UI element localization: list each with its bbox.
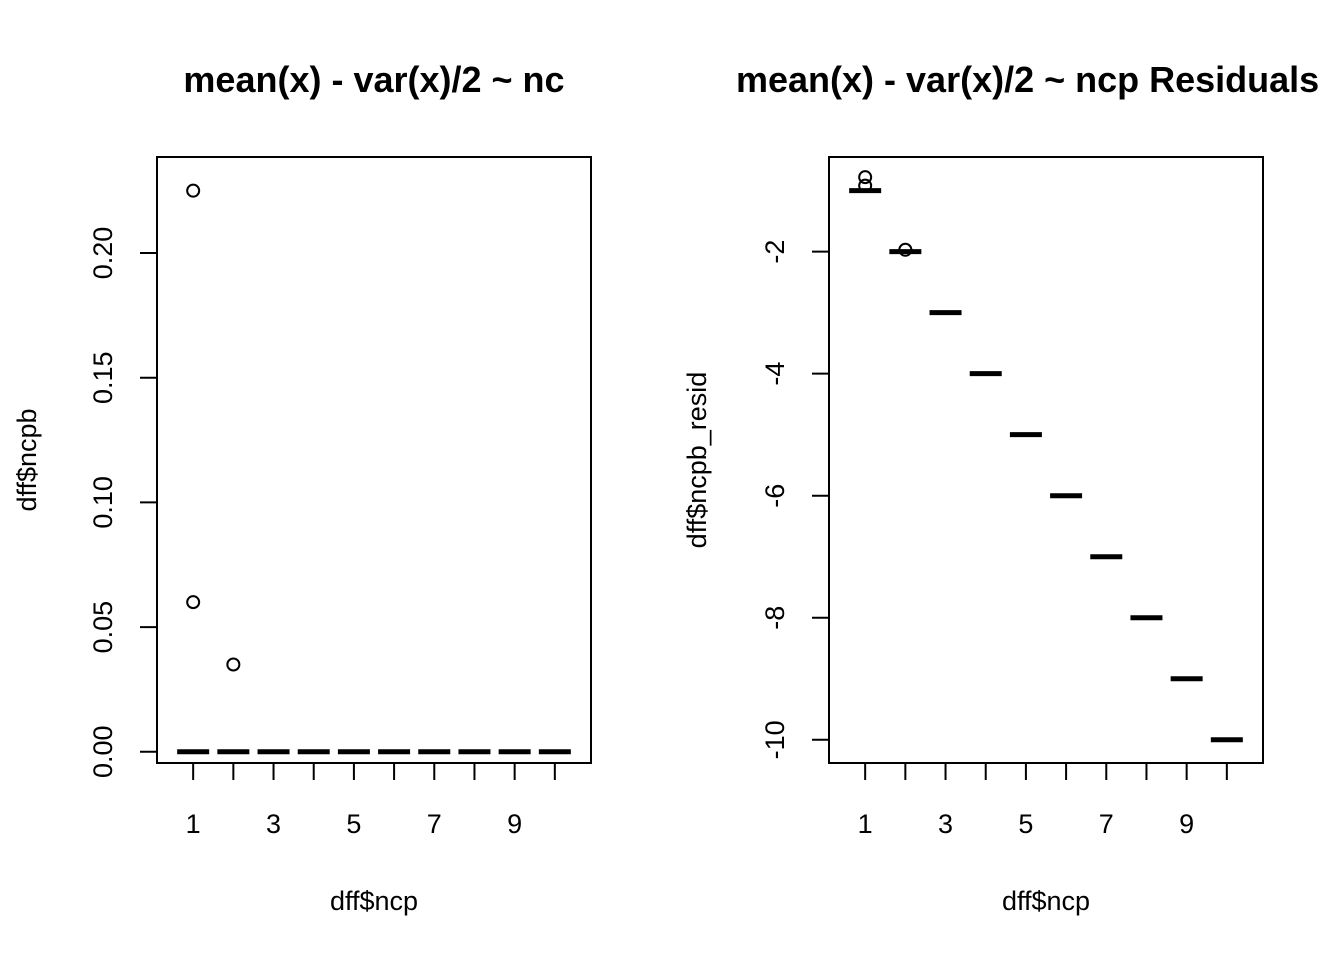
left-x-axis-label: dff$ncp: [330, 886, 418, 916]
left-x-tick-label: 1: [186, 809, 201, 839]
left-boxplot-panel: mean(x) - var(x)/2 ~ nc dff$ncp dff$ncpb…: [12, 59, 592, 916]
right-outlier-point: [858, 178, 873, 193]
left-y-tick-label: 0.20: [88, 227, 118, 280]
right-chart-title: mean(x) - var(x)/2 ~ ncp Residuals: [736, 59, 1319, 100]
right-y-tick-label: -2: [760, 240, 790, 264]
right-x-tick-label: 7: [1099, 809, 1114, 839]
right-x-axis-label: dff$ncp: [1002, 886, 1090, 916]
left-plot-frame: [156, 156, 592, 764]
right-x-tick-label: 1: [858, 809, 873, 839]
left-outlier-point: [186, 183, 201, 198]
left-x-tick-label: 9: [507, 809, 522, 839]
left-outlier-point: [226, 657, 241, 672]
left-x-tick-label: 5: [346, 809, 361, 839]
left-x-tick-label: 7: [427, 809, 442, 839]
right-y-tick-label: -8: [760, 606, 790, 630]
right-y-tick-label: -6: [760, 484, 790, 508]
left-chart-marks: 1 3 5 7 9 0.00 0.05 0.10 0.15 0.20: [88, 183, 571, 839]
right-chart-marks: 1 3 5 7 9 -10 -8 -6 -4 -2: [760, 170, 1243, 839]
left-chart-title: mean(x) - var(x)/2 ~ nc: [183, 59, 564, 100]
right-plot-frame: [828, 156, 1264, 764]
left-y-axis-label: dff$ncpb: [12, 408, 42, 511]
right-boxplot-panel: mean(x) - var(x)/2 ~ ncp Residuals dff$n…: [682, 59, 1319, 916]
right-y-axis-label: dff$ncpb_resid: [682, 372, 712, 549]
right-x-tick-label: 3: [938, 809, 953, 839]
left-y-tick-label: 0.15: [88, 351, 118, 404]
right-x-tick-label: 9: [1179, 809, 1194, 839]
left-y-tick-label: 0.10: [88, 476, 118, 529]
left-y-tick-label: 0.00: [88, 725, 118, 778]
left-x-tick-label: 3: [266, 809, 281, 839]
right-outlier-point: [898, 242, 913, 257]
right-y-tick-label: -4: [760, 362, 790, 386]
right-y-tick-label: -10: [760, 720, 790, 759]
left-outlier-point: [186, 595, 201, 610]
right-outlier-point: [858, 170, 873, 185]
left-y-tick-label: 0.05: [88, 601, 118, 654]
right-x-tick-label: 5: [1018, 809, 1033, 839]
